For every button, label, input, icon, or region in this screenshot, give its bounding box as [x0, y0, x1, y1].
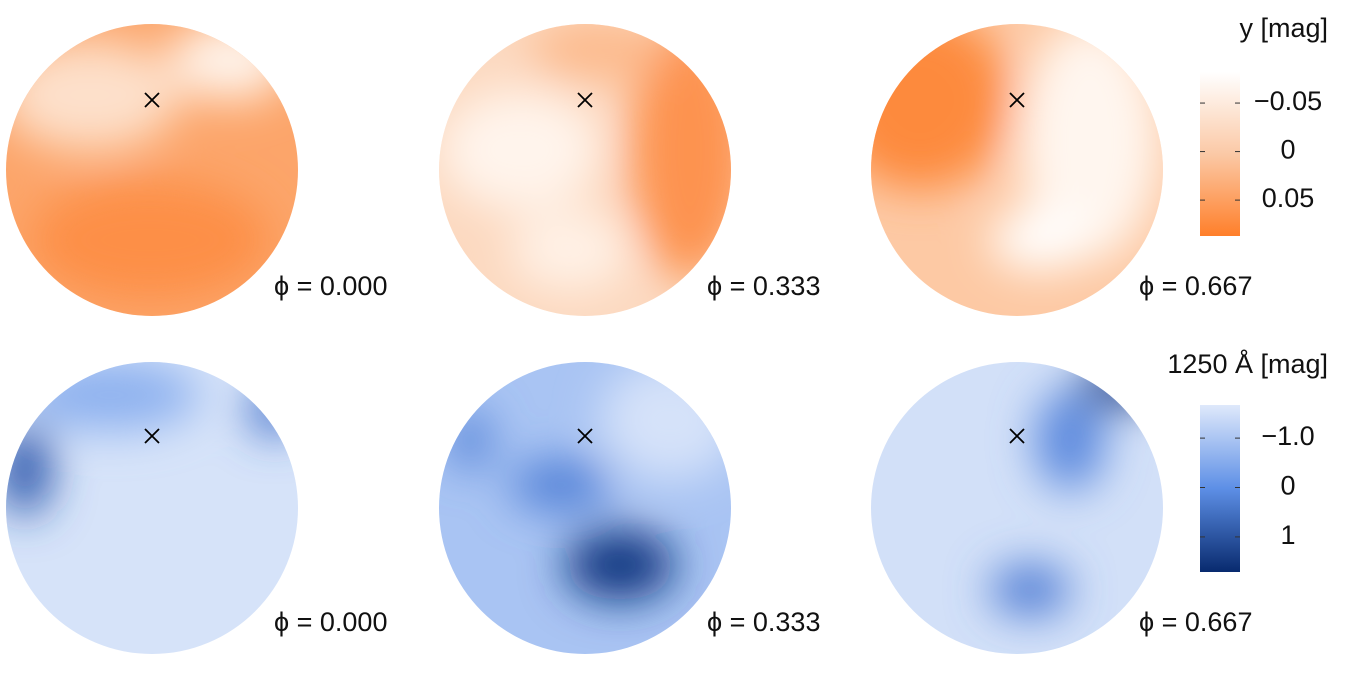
colorbar-tick-label: −0.05 — [1254, 86, 1322, 116]
colorbar — [1200, 405, 1240, 572]
colorbar-tick-label: 1 — [1280, 520, 1295, 550]
colorbar — [1200, 72, 1240, 236]
colorbar-tick-label: 0 — [1280, 471, 1295, 501]
phase-label: ϕ = 0.667 — [1139, 271, 1252, 301]
disk — [439, 362, 731, 654]
colorbar-tick-label: 0.05 — [1262, 183, 1315, 213]
disk — [6, 362, 298, 654]
disk — [871, 24, 1163, 316]
phase-label: ϕ = 0.000 — [274, 271, 387, 301]
colorbar-tick-label: −1.0 — [1261, 421, 1314, 451]
phase-label: ϕ = 0.667 — [1139, 607, 1252, 637]
disk — [871, 362, 1163, 654]
colorbar-label: y [mag] — [1239, 13, 1328, 43]
phase-label: ϕ = 0.333 — [707, 271, 820, 301]
colorbar-tick-label: 0 — [1280, 135, 1295, 165]
center-marker — [144, 92, 1025, 444]
phase-label: ϕ = 0.000 — [274, 607, 387, 637]
disk — [439, 24, 731, 316]
colorbar-label: 1250 Å [mag] — [1167, 348, 1328, 379]
disk — [6, 24, 298, 316]
phase-label: ϕ = 0.333 — [707, 607, 820, 637]
